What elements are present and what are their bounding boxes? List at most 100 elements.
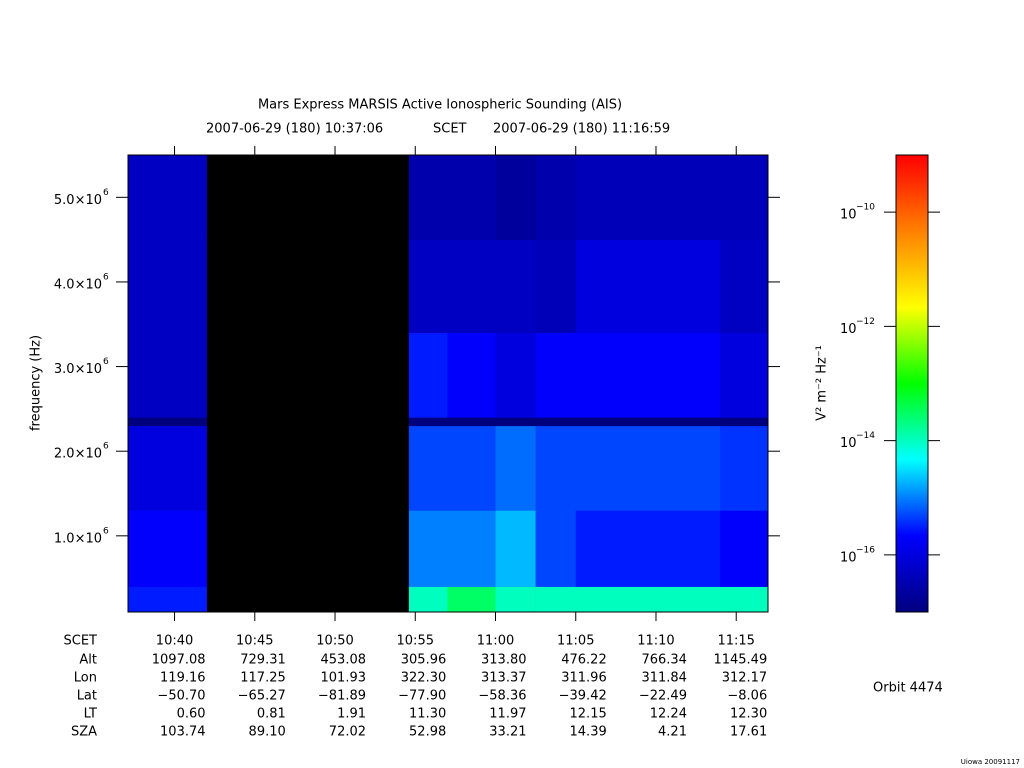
heatmap-cell [447, 586, 496, 613]
heatmap-cell [535, 586, 577, 613]
ephemeris-value: 101.93 [321, 671, 367, 686]
ephemeris-value: 117.25 [240, 671, 286, 686]
ephemeris-value: 52.98 [409, 725, 446, 740]
heatmap-cell [720, 425, 769, 511]
colorbar-tick-label: 10 [840, 550, 857, 565]
time-system: SCET [433, 122, 467, 137]
heatmap-cell [447, 332, 496, 418]
heatmap-cell [128, 425, 207, 511]
ephemeris-value: 17.61 [730, 725, 767, 740]
heatmap-cell [408, 586, 448, 613]
ephemeris-value: 72.02 [329, 725, 366, 740]
heatmap-cell [128, 586, 207, 613]
heatmap-cell [575, 586, 657, 613]
chart-title: Mars Express MARSIS Active Ionospheric S… [258, 98, 622, 113]
ephemeris-value: 766.34 [641, 653, 687, 668]
heatmap-cell [447, 417, 496, 427]
y-tick-exponent: 6 [103, 442, 109, 452]
ephemeris-value: 11.97 [489, 707, 526, 722]
heatmap-cell [408, 417, 448, 427]
ephemeris-value: 1145.49 [713, 653, 767, 668]
x-tick-label: 11:10 [637, 634, 674, 649]
ephemeris-value: 11.30 [409, 707, 446, 722]
ephemeris-row-name: SZA [71, 725, 97, 740]
heatmap-cell [535, 332, 577, 418]
heatmap-cell [655, 586, 721, 613]
ephemeris-value: 313.80 [481, 653, 527, 668]
colorbar [895, 154, 929, 613]
ephemeris-value: 729.31 [240, 653, 286, 668]
heatmap-cell [408, 155, 448, 240]
ephemeris-value: 119.16 [160, 671, 206, 686]
colorbar-tick-label: 10 [840, 322, 857, 337]
heatmap-cell [655, 510, 721, 587]
heatmap-cell [128, 332, 207, 418]
heatmap-cell [408, 332, 448, 418]
ephemeris-value: 322.30 [401, 671, 447, 686]
y-tick-label: 1.0×10 [54, 531, 102, 546]
heatmap-cell [447, 425, 496, 511]
ephemeris-value: 12.24 [650, 707, 687, 722]
colorbar-tick-label: 10 [840, 208, 857, 223]
ephemeris-value: 89.10 [249, 725, 286, 740]
ephemeris-value: −65.27 [238, 689, 286, 704]
heatmap-cell [575, 239, 657, 334]
heatmap-cell [655, 332, 721, 418]
heatmap-cell [447, 155, 496, 240]
x-tick-label: 10:50 [316, 634, 353, 649]
y-tick-label: 3.0×10 [54, 362, 102, 377]
heatmap-cell [535, 239, 577, 334]
y-tick-exponent: 6 [103, 526, 109, 536]
heatmap-cell [720, 586, 769, 613]
ephemeris-value: 14.39 [570, 725, 607, 740]
y-tick-label: 2.0×10 [54, 447, 102, 462]
heatmap-cell [495, 586, 536, 613]
x-tick-label: 11:05 [557, 634, 594, 649]
heatmap-cell [535, 417, 577, 427]
ephemeris-value: 0.81 [257, 707, 286, 722]
x-tick-label: 10:40 [156, 634, 193, 649]
heatmap-cell [575, 417, 657, 427]
heatmap-cell [495, 425, 536, 511]
ephemeris-value: 311.96 [561, 671, 607, 686]
ephemeris-value: 1097.08 [152, 653, 206, 668]
heatmap-cell [535, 155, 577, 240]
heatmap-cell [720, 155, 769, 240]
heatmap-cell [575, 425, 657, 511]
y-tick-exponent: 6 [103, 272, 109, 282]
ephemeris-row-name: Lon [74, 671, 97, 686]
y-tick-exponent: 6 [103, 188, 109, 198]
ephemeris-value: −50.70 [157, 689, 205, 704]
x-tick-label: 11:00 [477, 634, 514, 649]
ephemeris-value: 305.96 [401, 653, 447, 668]
heatmap-cell [495, 510, 536, 587]
ephemeris-value: 0.60 [177, 707, 206, 722]
colorbar-tick-exponent: −12 [856, 317, 875, 327]
heatmap-cell [495, 155, 536, 240]
heatmap-cell [447, 239, 496, 334]
heatmap-cell [495, 417, 536, 427]
ephemeris-value: 313.37 [481, 671, 527, 686]
heatmap-cell [128, 417, 207, 427]
colorbar-tick-label: 10 [840, 436, 857, 451]
ephemeris-value: 4.21 [658, 725, 687, 740]
colorbar-tick-exponent: −10 [856, 203, 875, 213]
x-tick-label: 10:55 [397, 634, 434, 649]
ephemeris-value: 476.22 [561, 653, 607, 668]
heatmap-cell [535, 510, 577, 587]
heatmap-cell [655, 417, 721, 427]
heatmap-cell [720, 332, 769, 418]
ephemeris-value: −22.49 [639, 689, 687, 704]
ephemeris-value: −8.06 [727, 689, 767, 704]
heatmap-cell [495, 332, 536, 418]
heatmap-cell [575, 510, 657, 587]
ephemeris-value: 453.08 [321, 653, 367, 668]
ephemeris-value: 12.15 [570, 707, 607, 722]
colorbar-label: V² m⁻² Hz⁻¹ [815, 345, 830, 421]
footer: Uiowa 20091117 [961, 758, 1020, 766]
heatmap-cell [408, 239, 448, 334]
heatmap-cell [655, 425, 721, 511]
heatmap-cell [495, 239, 536, 334]
ephemeris-row-name: Alt [79, 653, 97, 668]
ephemeris-value: −58.36 [478, 689, 526, 704]
